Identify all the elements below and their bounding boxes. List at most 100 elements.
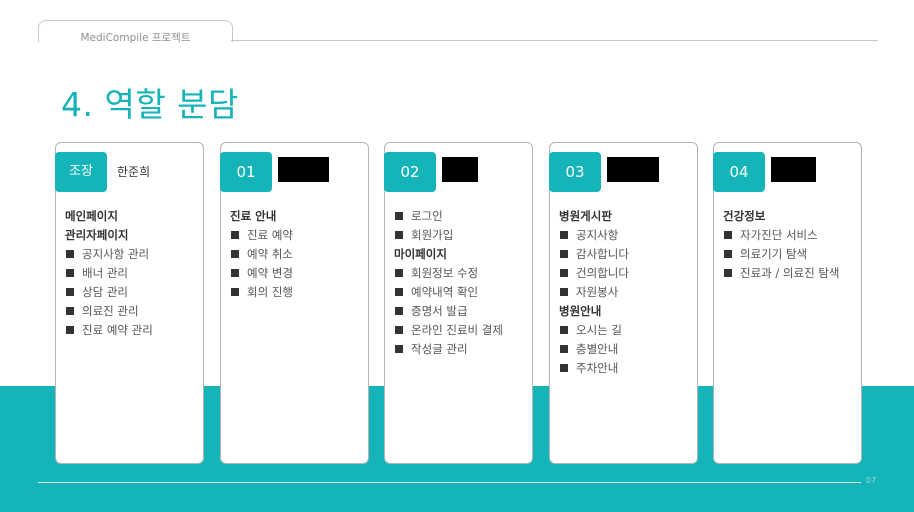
role-badge: 02: [384, 152, 436, 192]
section-heading-label: 관리자페이지: [65, 228, 129, 242]
section-heading: 메인페이지: [65, 207, 199, 226]
task-item-label: 층별안내: [576, 342, 619, 356]
task-item: 증명서 발급: [394, 302, 528, 321]
square-bullet-icon: [395, 212, 403, 220]
square-bullet-icon: [724, 250, 732, 258]
task-item: 회의 진행: [230, 283, 364, 302]
square-bullet-icon: [560, 231, 568, 239]
project-header-tab: MediCompile 프로젝트: [38, 20, 233, 44]
task-item: 공지사항 관리: [65, 245, 199, 264]
task-item: 온라인 진료비 결제: [394, 321, 528, 340]
square-bullet-icon: [560, 326, 568, 334]
section-heading: 마이페이지: [394, 245, 528, 264]
task-item: 층별안내: [559, 340, 693, 359]
task-item: 예약내역 확인: [394, 283, 528, 302]
task-item-label: 회의 진행: [247, 285, 293, 299]
task-item: 예약 변경: [230, 264, 364, 283]
section-heading-label: 진료 안내: [230, 209, 277, 223]
task-item-label: 진료 예약: [247, 228, 293, 242]
task-item-label: 온라인 진료비 결제: [411, 323, 503, 337]
redacted-member-name: [607, 157, 659, 182]
page-title: 4. 역할 분담: [61, 85, 239, 124]
square-bullet-icon: [66, 326, 74, 334]
square-bullet-icon: [395, 307, 403, 315]
section-heading-label: 병원게시판: [559, 209, 612, 223]
square-bullet-icon: [66, 288, 74, 296]
footer-divider: [38, 482, 861, 483]
role-card-04: 04 건강정보 자가진단 서비스 의료기기 탐색 진료과 / 의료진 탐색: [713, 142, 862, 464]
task-item: 진료과 / 의료진 탐색: [723, 264, 857, 283]
square-bullet-icon: [395, 326, 403, 334]
task-item: 진료 예약 관리: [65, 321, 199, 340]
task-item-label: 예약내역 확인: [411, 285, 479, 299]
page-number: 07: [866, 476, 877, 485]
task-item: 의료기기 탐색: [723, 245, 857, 264]
section-heading: 병원게시판: [559, 207, 693, 226]
square-bullet-icon: [231, 250, 239, 258]
square-bullet-icon: [66, 250, 74, 258]
task-item: 배너 관리: [65, 264, 199, 283]
task-item-label: 예약 변경: [247, 266, 293, 280]
square-bullet-icon: [66, 307, 74, 315]
task-item-label: 진료과 / 의료진 탐색: [740, 266, 840, 280]
task-item: 예약 취소: [230, 245, 364, 264]
task-item-label: 상담 관리: [82, 285, 128, 299]
task-item-label: 의료진 관리: [82, 304, 139, 318]
redacted-member-name: [771, 157, 816, 182]
section-heading: 진료 안내: [230, 207, 364, 226]
task-item-label: 자원봉사: [576, 285, 619, 299]
task-item-label: 오시는 길: [576, 323, 622, 337]
project-label: MediCompile 프로젝트: [80, 32, 191, 44]
role-badge: 01: [220, 152, 272, 192]
task-item-label: 작성글 관리: [411, 342, 468, 356]
task-item-label: 배너 관리: [82, 266, 128, 280]
task-item: 오시는 길: [559, 321, 693, 340]
square-bullet-icon: [560, 250, 568, 258]
square-bullet-icon: [724, 269, 732, 277]
task-item-label: 주차안내: [576, 361, 619, 375]
redacted-member-name: [442, 157, 478, 182]
task-item: 회원가입: [394, 226, 528, 245]
task-item-label: 자가진단 서비스: [740, 228, 818, 242]
task-item: 진료 예약: [230, 226, 364, 245]
section-heading-label: 병원안내: [559, 304, 602, 318]
task-item-label: 증명서 발급: [411, 304, 468, 318]
square-bullet-icon: [560, 364, 568, 372]
square-bullet-icon: [395, 269, 403, 277]
task-item: 감사합니다: [559, 245, 693, 264]
task-item-label: 회원정보 수정: [411, 266, 479, 280]
task-item-label: 예약 취소: [247, 247, 293, 261]
section-heading-label: 마이페이지: [394, 247, 447, 261]
header-divider: [231, 40, 878, 41]
square-bullet-icon: [560, 345, 568, 353]
section-heading: 관리자페이지: [65, 226, 199, 245]
task-item-label: 공지사항 관리: [82, 247, 150, 261]
task-item: 건의합니다: [559, 264, 693, 283]
task-item: 자가진단 서비스: [723, 226, 857, 245]
task-item-label: 공지사항: [576, 228, 619, 242]
square-bullet-icon: [395, 345, 403, 353]
task-item: 회원정보 수정: [394, 264, 528, 283]
section-heading-label: 건강정보: [723, 209, 766, 223]
section-heading-label: 메인페이지: [65, 209, 118, 223]
member-name: 한준희: [117, 165, 151, 179]
redacted-member-name: [278, 157, 329, 182]
square-bullet-icon: [560, 288, 568, 296]
role-badge: 조장: [55, 152, 107, 192]
task-item-label: 로그인: [411, 209, 443, 223]
task-item-label: 진료 예약 관리: [82, 323, 153, 337]
task-item: 자원봉사: [559, 283, 693, 302]
task-item-label: 감사합니다: [576, 247, 629, 261]
task-item: 주차안내: [559, 359, 693, 378]
square-bullet-icon: [231, 288, 239, 296]
role-badge: 03: [549, 152, 601, 192]
